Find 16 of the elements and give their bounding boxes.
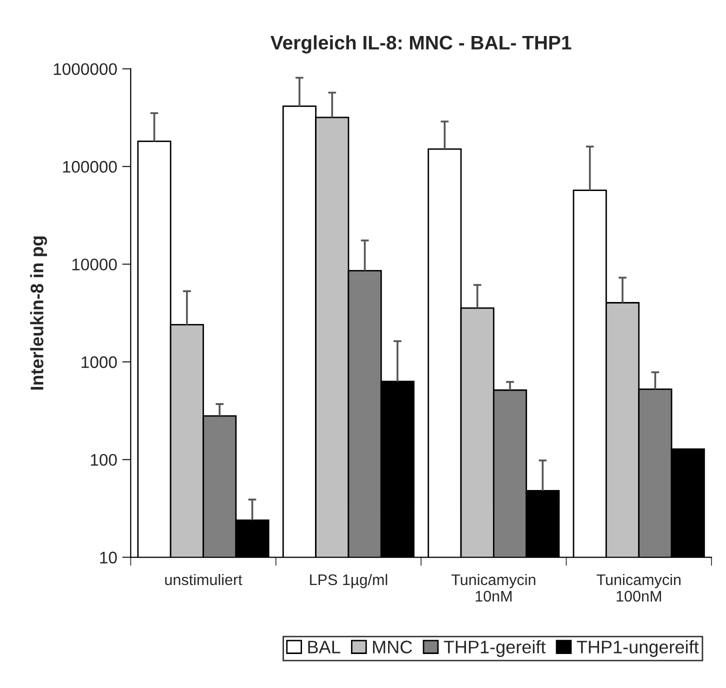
legend-label: MNC bbox=[373, 640, 412, 654]
y-axis-title: Interleukin-8 in pg bbox=[30, 236, 48, 390]
y-tick-label: 100 bbox=[90, 454, 117, 466]
y-tick-label: 100000 bbox=[63, 160, 117, 173]
legend-label: THP1-gereift bbox=[444, 640, 546, 657]
y-tick-label: 1000 bbox=[82, 356, 117, 368]
y-tick-label: 10 bbox=[100, 552, 117, 564]
x-tick-label: Tunicamycin 10nM bbox=[451, 574, 536, 602]
x-tick-label: LPS 1µg/ml bbox=[310, 574, 388, 588]
legend-label: BAL bbox=[308, 640, 340, 654]
y-tick-label: 1000000 bbox=[54, 63, 117, 76]
legend-label: THP1-ungereift bbox=[576, 640, 699, 657]
chart-title: Vergleich IL-8: MNC - BAL- THP1 bbox=[270, 35, 572, 54]
x-tick-label: unstimuliert bbox=[165, 574, 242, 586]
x-tick-label: Tunicamycin 100nM bbox=[596, 574, 680, 602]
y-tick-label: 10000 bbox=[72, 258, 117, 270]
